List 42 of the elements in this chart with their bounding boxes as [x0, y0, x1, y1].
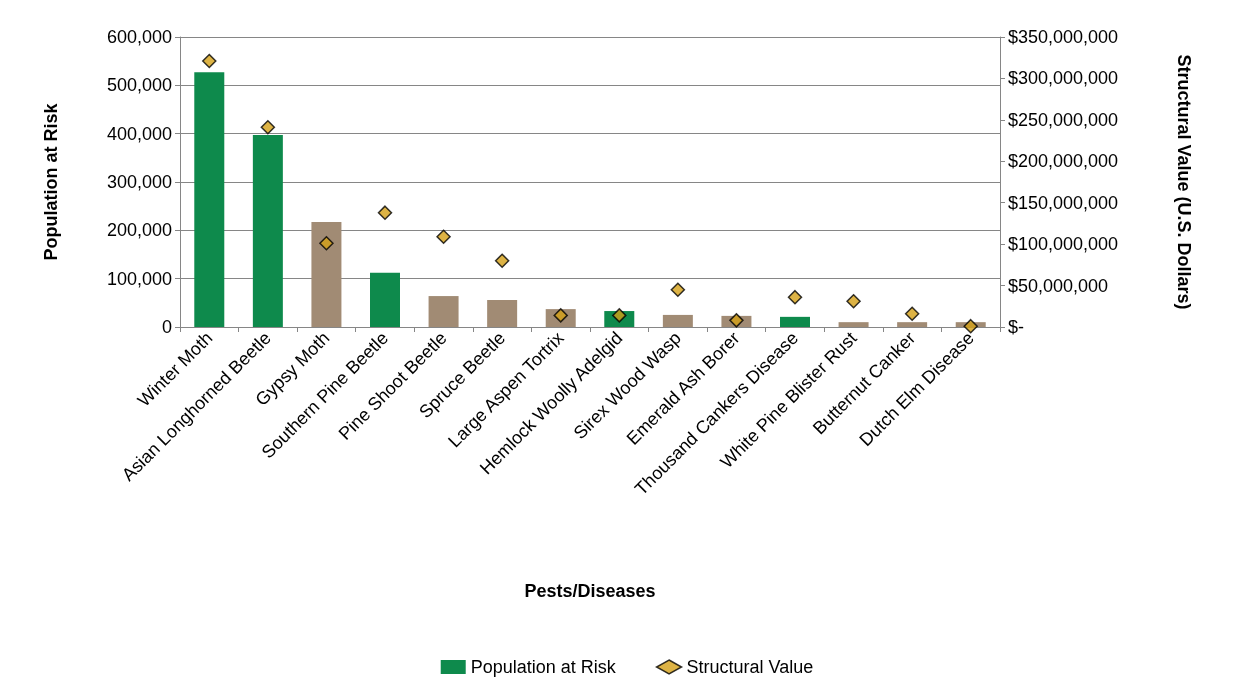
point: [729, 313, 744, 328]
legend-label: Structural Value: [686, 657, 814, 677]
bar: [897, 322, 928, 327]
point: [846, 294, 861, 309]
legend-label: Population at Risk: [470, 657, 617, 677]
y2-tick-label: $250,000,000: [1008, 109, 1119, 130]
y-axis-title: Population at Risk: [41, 102, 61, 261]
y2-axis-title: Structural Value (U.S. Dollars): [1174, 54, 1194, 310]
x-axis-title: Pests/Diseases: [524, 581, 656, 601]
bar: [194, 72, 225, 327]
y2-tick-label: $350,000,000: [1008, 27, 1119, 47]
y-tick-label: 400,000: [106, 123, 172, 144]
point: [377, 205, 393, 220]
bar: [487, 299, 518, 327]
y2-tick-label: $100,000,000: [1008, 234, 1119, 255]
bar: [662, 314, 693, 327]
point: [787, 289, 803, 305]
y2-tick-label: $200,000,000: [1008, 151, 1119, 172]
point: [202, 53, 217, 69]
y-tick-label: 300,000: [106, 172, 172, 192]
point: [260, 120, 276, 135]
point: [319, 236, 334, 251]
point: [494, 253, 510, 268]
point: [670, 282, 686, 297]
point: [904, 306, 920, 321]
bar: [252, 135, 283, 327]
point: [436, 229, 451, 244]
y2-tick-label: $-: [1008, 317, 1025, 337]
y-tick-label: 200,000: [106, 220, 172, 241]
bar: [428, 296, 459, 327]
y-tick-label: 600,000: [106, 27, 172, 47]
y2-tick-label: $150,000,000: [1008, 192, 1119, 213]
bar: [780, 316, 810, 327]
bar: [311, 222, 342, 327]
y-tick-label: 100,000: [106, 268, 172, 289]
bar: [370, 272, 400, 327]
y2-tick-label: $300,000,000: [1008, 68, 1119, 89]
bar: [838, 322, 869, 327]
point: [963, 318, 978, 334]
y-tick-label: 0: [161, 317, 172, 337]
y2-tick-label: $50,000,000: [1008, 275, 1109, 296]
y-tick-label: 500,000: [106, 75, 172, 96]
